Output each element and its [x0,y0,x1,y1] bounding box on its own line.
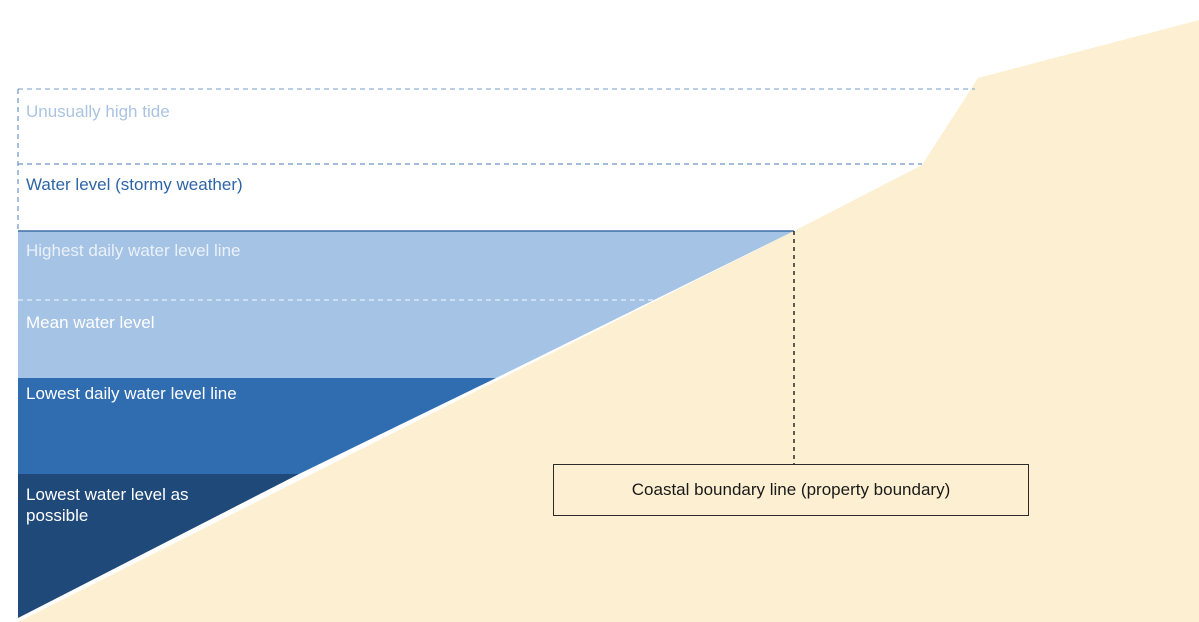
label-lowest-daily: Lowest daily water level line [26,384,237,403]
label-highest-daily: Highest daily water level line [26,241,241,260]
coastal-boundary-callout: Coastal boundary line (property boundary… [553,464,1029,516]
label-mean-water-level: Mean water level [26,313,155,332]
water-layer-lowest [18,474,299,618]
label-unusually-high-tide: Unusually high tide [26,102,170,121]
label-lowest-possible: Lowest water level as possible [26,485,189,525]
label-water-level-stormy: Water level (stormy weather) [26,175,243,194]
water-layer-low-daily [18,378,496,474]
coastal-boundary-label: Coastal boundary line (property boundary… [631,480,951,499]
water-layer-high [18,231,794,378]
